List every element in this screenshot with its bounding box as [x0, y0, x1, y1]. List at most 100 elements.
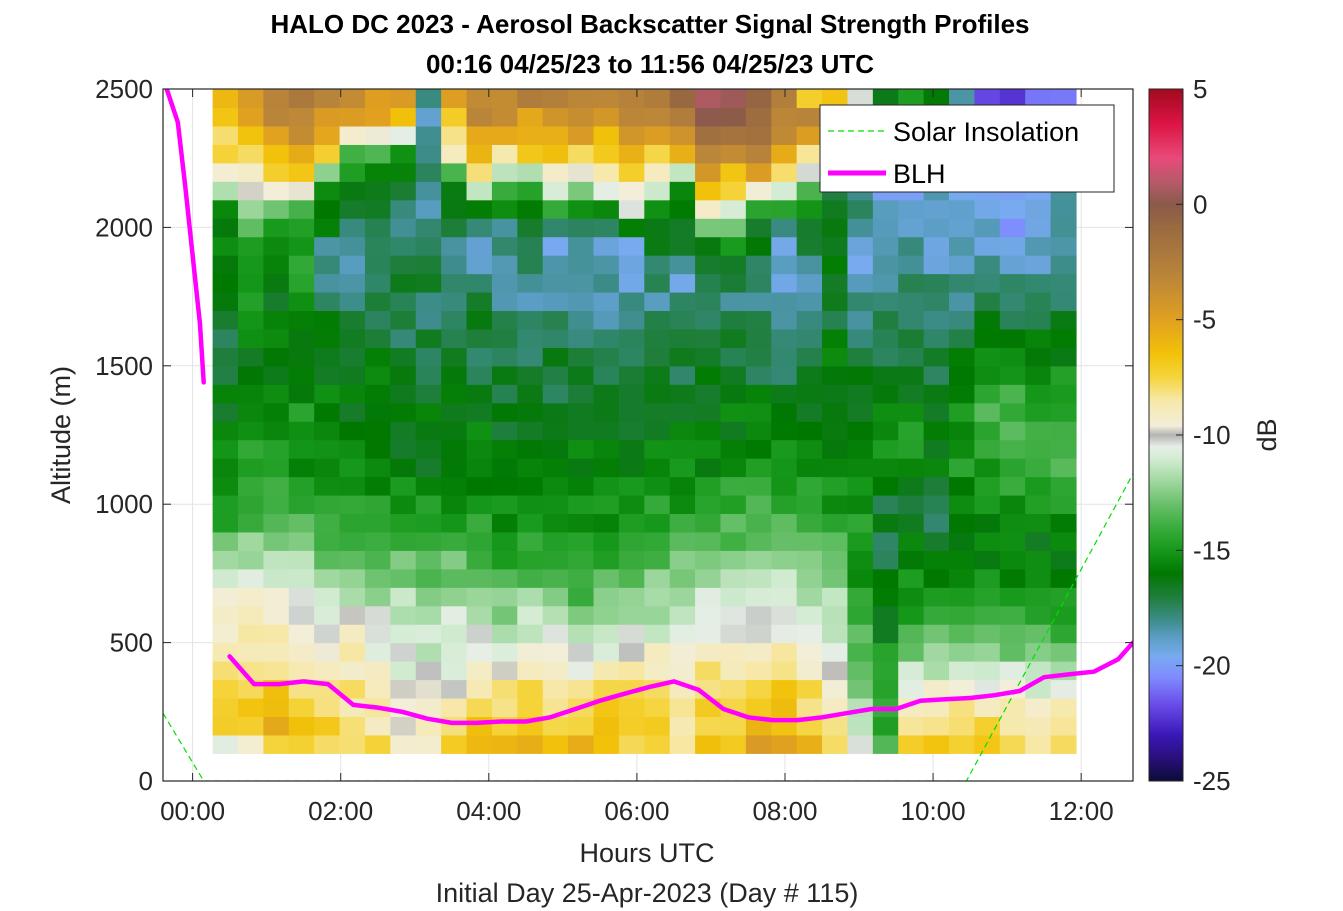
heatmap-cell [644, 181, 671, 201]
heatmap-cell [974, 273, 1001, 293]
heatmap-cell [314, 642, 341, 662]
heatmap-cell [745, 291, 772, 312]
heatmap-cell [720, 347, 747, 367]
heatmap-cell [669, 236, 696, 256]
heatmap-cell [949, 513, 976, 533]
heatmap-cell [314, 181, 341, 201]
heatmap-cell [898, 310, 925, 330]
heatmap-cell [238, 255, 264, 275]
heatmap-cell [1050, 199, 1077, 219]
heatmap-cell [695, 402, 722, 422]
heatmap-cell [898, 347, 925, 367]
heatmap-cell [441, 421, 468, 441]
heatmap-cell [517, 162, 544, 182]
heatmap-cell [390, 531, 417, 551]
heatmap-cell [441, 255, 468, 275]
heatmap-cell [517, 734, 544, 754]
heatmap-cell [1050, 89, 1077, 109]
heatmap-cell [466, 568, 493, 588]
heatmap-cell [364, 568, 391, 588]
heatmap-cell [974, 402, 1001, 422]
heatmap-cell [415, 494, 442, 515]
heatmap-cell [745, 310, 772, 330]
heatmap-cell [974, 384, 1001, 404]
heatmap-cell [822, 661, 849, 681]
heatmap-cell [466, 605, 493, 625]
heatmap-cell [415, 531, 442, 551]
heatmap-cell [314, 89, 341, 109]
heatmap-cell [1025, 476, 1052, 496]
heatmap-cell [517, 494, 544, 515]
heatmap-cell [999, 697, 1026, 718]
heatmap-cell [745, 550, 772, 570]
heatmap-cell [771, 458, 798, 478]
heatmap-cell [745, 458, 772, 478]
heatmap-cell [238, 218, 264, 238]
heatmap-cell [491, 384, 518, 404]
heatmap-cell [822, 89, 849, 109]
heatmap-cell [999, 365, 1026, 385]
heatmap-cell [720, 236, 747, 256]
heatmap-cell [618, 125, 645, 145]
heatmap-cell [238, 439, 264, 459]
legend-box [819, 104, 1115, 193]
heatmap-cell [745, 273, 772, 293]
heatmap-cell [847, 384, 874, 404]
heatmap-cell [999, 310, 1026, 330]
heatmap-cell [542, 513, 569, 533]
heatmap-cell [212, 550, 239, 570]
heatmap-cell [238, 550, 264, 570]
heatmap-cell [796, 550, 823, 570]
heatmap-cell [288, 347, 315, 367]
heatmap-cell [822, 624, 849, 644]
heatmap-cell [796, 458, 823, 478]
heatmap-cell [898, 291, 925, 312]
heatmap-cell [644, 439, 671, 459]
heatmap-cell [822, 291, 849, 312]
heatmap-cell [669, 513, 696, 533]
heatmap-cell [847, 716, 874, 736]
heatmap-cell [415, 181, 442, 201]
heatmap-cell [517, 181, 544, 201]
heatmap-cell [618, 624, 645, 644]
heatmap-cell [669, 439, 696, 459]
heatmap-cell [771, 347, 798, 367]
heatmap-cell [491, 661, 518, 681]
heatmap-cell [288, 273, 315, 293]
heatmap-cell [568, 89, 595, 109]
heatmap-cell [314, 125, 341, 145]
heatmap-cell [212, 679, 239, 699]
heatmap-cell [288, 125, 315, 145]
heatmap-cell [491, 328, 518, 348]
heatmap-cell [644, 107, 671, 127]
heatmap-cell [847, 255, 874, 275]
heatmap-cell [517, 365, 544, 385]
heatmap-cell [695, 587, 722, 607]
heatmap-cell [263, 107, 290, 127]
heatmap-cell [720, 181, 747, 201]
heatmap-cell [441, 624, 468, 644]
heatmap-cell [771, 328, 798, 348]
heatmap-cell [390, 587, 417, 607]
heatmap-cell [822, 310, 849, 330]
heatmap-cell [339, 255, 366, 275]
heatmap-cell [669, 144, 696, 164]
heatmap-cell [898, 624, 925, 644]
heatmap-cell [314, 550, 341, 570]
heatmap-cell [923, 199, 950, 219]
heatmap-cell [593, 181, 620, 201]
heatmap-cell [644, 642, 671, 662]
heatmap-cell [771, 550, 798, 570]
heatmap-cell [847, 661, 874, 681]
heatmap-cell [314, 144, 341, 164]
heatmap-cell [390, 199, 417, 219]
heatmap-cell [949, 310, 976, 330]
heatmap-cell [415, 624, 442, 644]
x-axis-sublabel: Initial Day 25-Apr-2023 (Day # 115) [436, 878, 859, 908]
heatmap-cell [720, 199, 747, 219]
heatmap-cell [669, 661, 696, 681]
heatmap-cell [949, 199, 976, 219]
heatmap-cell [593, 365, 620, 385]
heatmap-cell [745, 642, 772, 662]
heatmap-cell [847, 476, 874, 496]
